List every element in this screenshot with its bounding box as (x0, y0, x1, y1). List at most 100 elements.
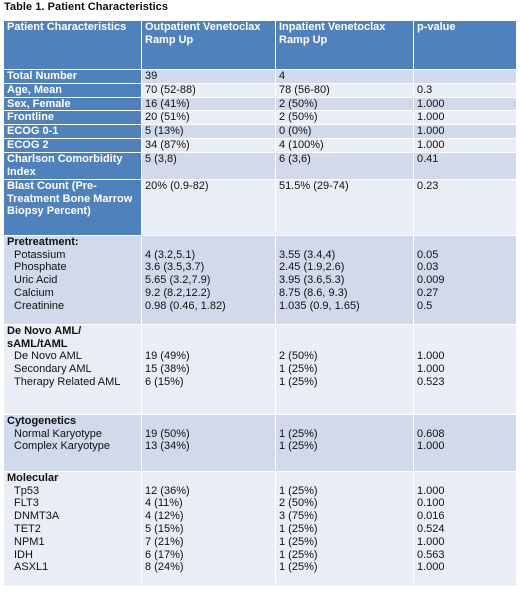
inpatient-value: 1 (25%) (279, 440, 318, 453)
outpatient-value: 16 (41%) (141, 96, 276, 112)
outpatient-value: 6 (17%) (145, 548, 184, 561)
p-value: 0.523 (417, 375, 445, 388)
p-values: 0.608 1.000 (413, 413, 517, 472)
table-row-total-number: Total Number 39 4 (3, 69, 517, 84)
outpatient-value: 7 (21%) (145, 535, 184, 548)
inpatient-value: 6 (3,6) (275, 151, 414, 180)
header-row: Patient Characteristics Outpatient Venet… (3, 20, 517, 70)
inpatient-value: 2 (50%) (275, 96, 414, 112)
table-row-frontline: Frontline 20 (51%) 2 (50%) 1.000 (3, 110, 517, 126)
outpatient-value: 34 (87%) (141, 137, 276, 153)
section-title: Cytogenetics (7, 414, 77, 427)
row-label: ECOG 0-1 (3, 124, 142, 139)
inpatient-value: 1 (25%) (279, 484, 318, 497)
inpatient-value: 2 (50%) (279, 350, 318, 363)
section-molecular: Molecular Tp53 FLT3 DNMT3A TET2 NPM1 IDH… (3, 470, 142, 587)
table-row-ecog-2: ECOG 2 34 (87%) 4 (100%) 1.000 (3, 137, 517, 153)
p-value: 0.05 (417, 248, 439, 261)
p-values: 0.05 0.03 0.009 0.27 0.5 (413, 234, 517, 325)
item-label: Complex Karyotype (14, 440, 110, 453)
outpatient-value: 15 (38%) (145, 363, 190, 376)
outpatient-value: 19 (50%) (145, 427, 190, 440)
header-p-value: p-value (413, 20, 517, 70)
outpatient-value: 5.65 (3.2,7.9) (145, 274, 211, 287)
row-label: Frontline (3, 110, 142, 126)
inpatient-value: 3 (75%) (279, 510, 318, 523)
inpatient-value: 1 (25%) (279, 522, 318, 535)
outpatient-value: 20 (51%) (141, 110, 276, 126)
p-value: 1.000 (413, 110, 517, 126)
item-label: ASXL1 (14, 561, 49, 574)
outpatient-values: 12 (36%) 4 (11%) 4 (12%) 5 (15%) 7 (21%)… (141, 470, 276, 587)
p-value: 1.000 (413, 124, 517, 139)
table-row-sex-female: Sex, Female 16 (41%) 2 (50%) 1.000 (3, 96, 517, 112)
outpatient-value: 13 (34%) (145, 440, 190, 453)
inpatient-value: 1 (25%) (279, 375, 318, 388)
section-title: De Novo AML/ sAML/tAML (7, 324, 82, 350)
row-label: Sex, Female (3, 96, 142, 112)
inpatient-value: 4 (100%) (275, 137, 414, 153)
item-label: Secondary AML (14, 363, 92, 376)
p-value: 0.23 (413, 178, 517, 236)
section-cytogenetics: Cytogenetics Normal Karyotype Complex Ka… (3, 413, 142, 472)
p-value: 1.000 (417, 484, 445, 497)
outpatient-value: 3.6 (3.5,3.7) (145, 261, 205, 274)
outpatient-value: 5 (3,8) (141, 151, 276, 180)
header-characteristics: Patient Characteristics (3, 20, 142, 70)
item-label: Therapy Related AML (14, 375, 121, 388)
item-label: FLT3 (14, 497, 39, 510)
outpatient-value: 70 (52-88) (141, 82, 276, 98)
inpatient-value: 3.55 (3.4,4) (279, 248, 336, 261)
item-label: TET2 (14, 522, 41, 535)
inpatient-value: 78 (56-80) (275, 82, 414, 98)
outpatient-value: 9.2 (8.2,12.2) (145, 286, 211, 299)
row-label: Blast Count (Pre-Treatment Bone Marrow B… (3, 178, 142, 236)
header-outpatient: Outpatient Venetoclax Ramp Up (141, 20, 276, 70)
outpatient-value: 6 (15%) (145, 375, 184, 388)
p-value: 1.000 (417, 535, 445, 548)
p-value: 0.100 (417, 497, 445, 510)
row-label: ECOG 2 (3, 137, 142, 153)
inpatient-value: 3.95 (3.6,5.3) (279, 274, 345, 287)
p-value: 1.000 (417, 561, 445, 574)
outpatient-value: 39 (141, 69, 276, 84)
inpatient-value: 51.5% (29-74) (275, 178, 414, 236)
p-value: 0.3 (413, 82, 517, 98)
p-value: 0.009 (417, 274, 445, 287)
table-caption: Table 1. Patient Characteristics (4, 1, 169, 13)
table-row-ecog-0-1: ECOG 0-1 5 (13%) 0 (0%) 1.000 (3, 124, 517, 139)
table-row-blast-count: Blast Count (Pre-Treatment Bone Marrow B… (3, 178, 517, 236)
inpatient-value: 1 (25%) (279, 548, 318, 561)
header-inpatient: Inpatient Venetoclax Ramp Up (275, 20, 414, 70)
item-label: Phosphate (14, 261, 67, 274)
p-value: 1.000 (413, 137, 517, 153)
table-row-de-novo: De Novo AML/ sAML/tAML De Novo AML Secon… (3, 323, 517, 415)
item-label: Normal Karyotype (14, 427, 103, 440)
table-row-age: Age, Mean 70 (52-88) 78 (56-80) 0.3 (3, 82, 517, 98)
item-label: Creatinine (14, 299, 65, 312)
outpatient-values: 4 (3.2,5.1) 3.6 (3.5,3.7) 5.65 (3.2,7.9)… (141, 234, 276, 325)
inpatient-value: 1.035 (0.9, 1.65) (279, 299, 360, 312)
outpatient-values: 19 (50%) 13 (34%) (141, 413, 276, 472)
inpatient-value: 1 (25%) (279, 363, 318, 376)
section-title: Molecular (7, 471, 59, 484)
p-values: 1.000 0.100 0.016 0.524 1.000 0.563 1.00… (413, 470, 517, 587)
inpatient-value: 2.45 (1.9,2.6) (279, 261, 345, 274)
inpatient-value: 0 (0%) (275, 124, 414, 139)
inpatient-value: 4 (275, 69, 414, 84)
outpatient-values: 19 (49%) 15 (38%) 6 (15%) (141, 323, 276, 415)
table-row-cytogenetics: Cytogenetics Normal Karyotype Complex Ka… (3, 413, 517, 472)
inpatient-value: 1 (25%) (279, 427, 318, 440)
p-value: 1.000 (417, 363, 445, 376)
p-value: 0.608 (417, 427, 445, 440)
section-de-novo: De Novo AML/ sAML/tAML De Novo AML Secon… (3, 323, 142, 415)
outpatient-value: 19 (49%) (145, 350, 190, 363)
table-row-charlson: Charlson Comorbidity Index 5 (3,8) 6 (3,… (3, 151, 517, 180)
inpatient-value: 2 (50%) (279, 497, 318, 510)
row-label: Charlson Comorbidity Index (3, 151, 142, 180)
inpatient-values: 1 (25%) 2 (50%) 3 (75%) 1 (25%) 1 (25%) … (275, 470, 414, 587)
item-label: Tp53 (14, 484, 40, 497)
p-value: 0.27 (417, 286, 439, 299)
item-label: De Novo AML (14, 350, 82, 363)
